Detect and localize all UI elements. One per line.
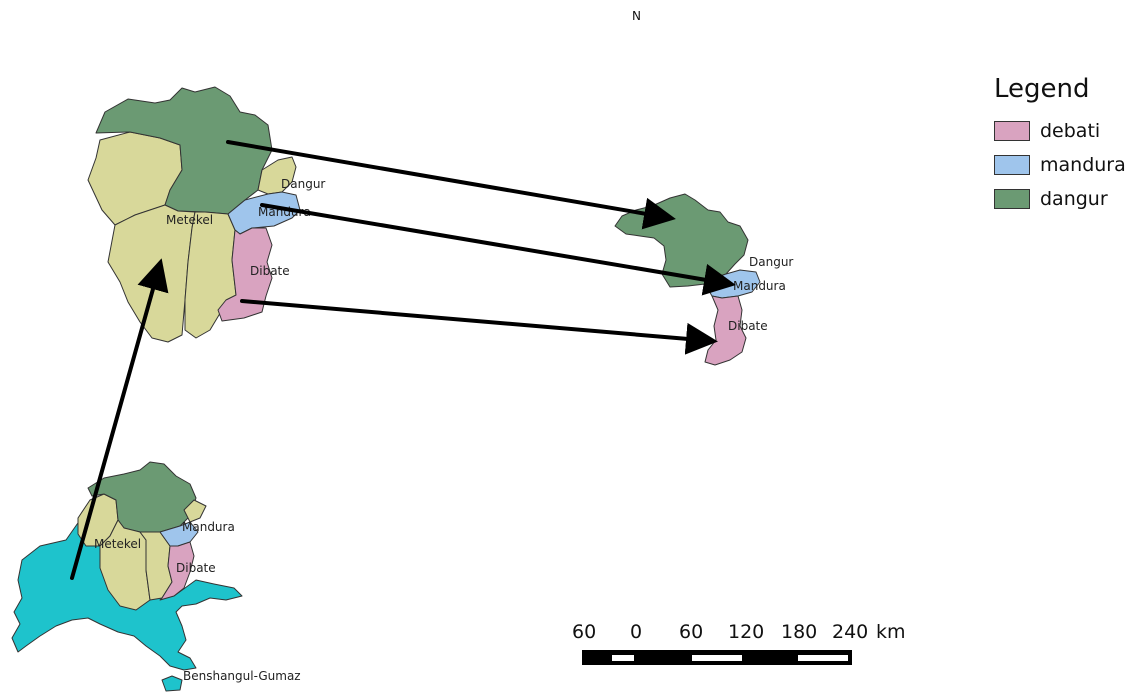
north-label: N (632, 9, 641, 23)
legend-item-debati: debati (994, 114, 1124, 148)
woreda-map-dangur-label: Dangur (749, 255, 793, 269)
arrow-dibate-to-woreda (240, 299, 718, 355)
scale-bar: 60 0 60 120 180 240 km (572, 621, 906, 665)
zone-map-dangur-label: Dangur (281, 177, 325, 191)
region-map-benshangul-gumaz-islet (161, 675, 183, 692)
region-map-dibate-woreda (159, 541, 195, 601)
legend-item-dangur: dangur (994, 182, 1124, 216)
scale-tick-0: 60 (572, 621, 596, 643)
region-map (11, 461, 243, 692)
arrow-dangur-to-woreda (226, 140, 676, 230)
region-map-benshangul-gumaz-label: Benshangul-Gumaz (183, 669, 301, 683)
zone-map-metekel-label: Metekel (166, 213, 213, 227)
legend-item-mandura: mandura (994, 148, 1126, 182)
scale-tick-3: 120 (728, 621, 764, 643)
arrow-mandura-to-woreda (260, 203, 736, 296)
scale-tick-4: 180 (781, 621, 817, 643)
legend: Legend debati mandura dangur (994, 74, 1126, 216)
legend-swatch-dangur (994, 189, 1030, 209)
region-map-mandura-label: Mandura (182, 520, 235, 534)
zone-map (87, 86, 301, 343)
legend-swatch-mandura (994, 155, 1030, 175)
region-map-dangur-north-woreda (183, 499, 207, 523)
legend-title: Legend (994, 74, 1090, 104)
zone-map-dibate-label: Dibate (250, 264, 290, 278)
legend-label-debati: debati (1040, 120, 1101, 142)
region-map-metekel-label: Metekel (94, 537, 141, 551)
zone-map-dangur-woreda (95, 86, 273, 215)
legend-label-mandura: mandura (1040, 154, 1126, 176)
scale-bar-segment-1 (612, 655, 634, 661)
legend-swatch-debati (994, 121, 1030, 141)
region-map-dibate-label: Dibate (176, 561, 216, 575)
scale-tick-5: 240 (832, 621, 868, 643)
legend-label-dangur: dangur (1040, 188, 1108, 210)
woreda-map-dibate-label: Dibate (728, 319, 768, 333)
scale-unit: km (876, 621, 906, 643)
scale-bar-segment-3 (798, 655, 848, 661)
scale-bar-segment-2 (692, 655, 742, 661)
arrow-region-to-zone (70, 258, 169, 580)
connector-arrows (70, 140, 736, 580)
woreda-map-mandura-label: Mandura (733, 279, 786, 293)
scale-tick-1: 0 (630, 621, 642, 643)
scale-tick-2: 60 (679, 621, 703, 643)
